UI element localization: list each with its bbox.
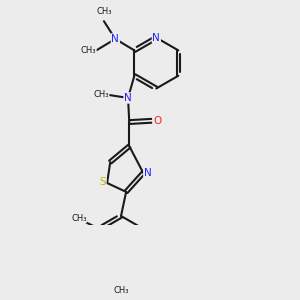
Text: N: N	[112, 34, 119, 44]
Text: N: N	[152, 33, 160, 43]
Text: N: N	[144, 168, 152, 178]
Text: CH₃: CH₃	[113, 286, 129, 295]
Text: CH₃: CH₃	[71, 214, 86, 223]
Text: CH₃: CH₃	[96, 7, 112, 16]
Text: N: N	[124, 93, 132, 103]
Text: CH₃: CH₃	[94, 90, 109, 99]
Text: CH₃: CH₃	[81, 46, 96, 55]
Text: O: O	[153, 116, 161, 126]
Text: S: S	[99, 177, 106, 187]
